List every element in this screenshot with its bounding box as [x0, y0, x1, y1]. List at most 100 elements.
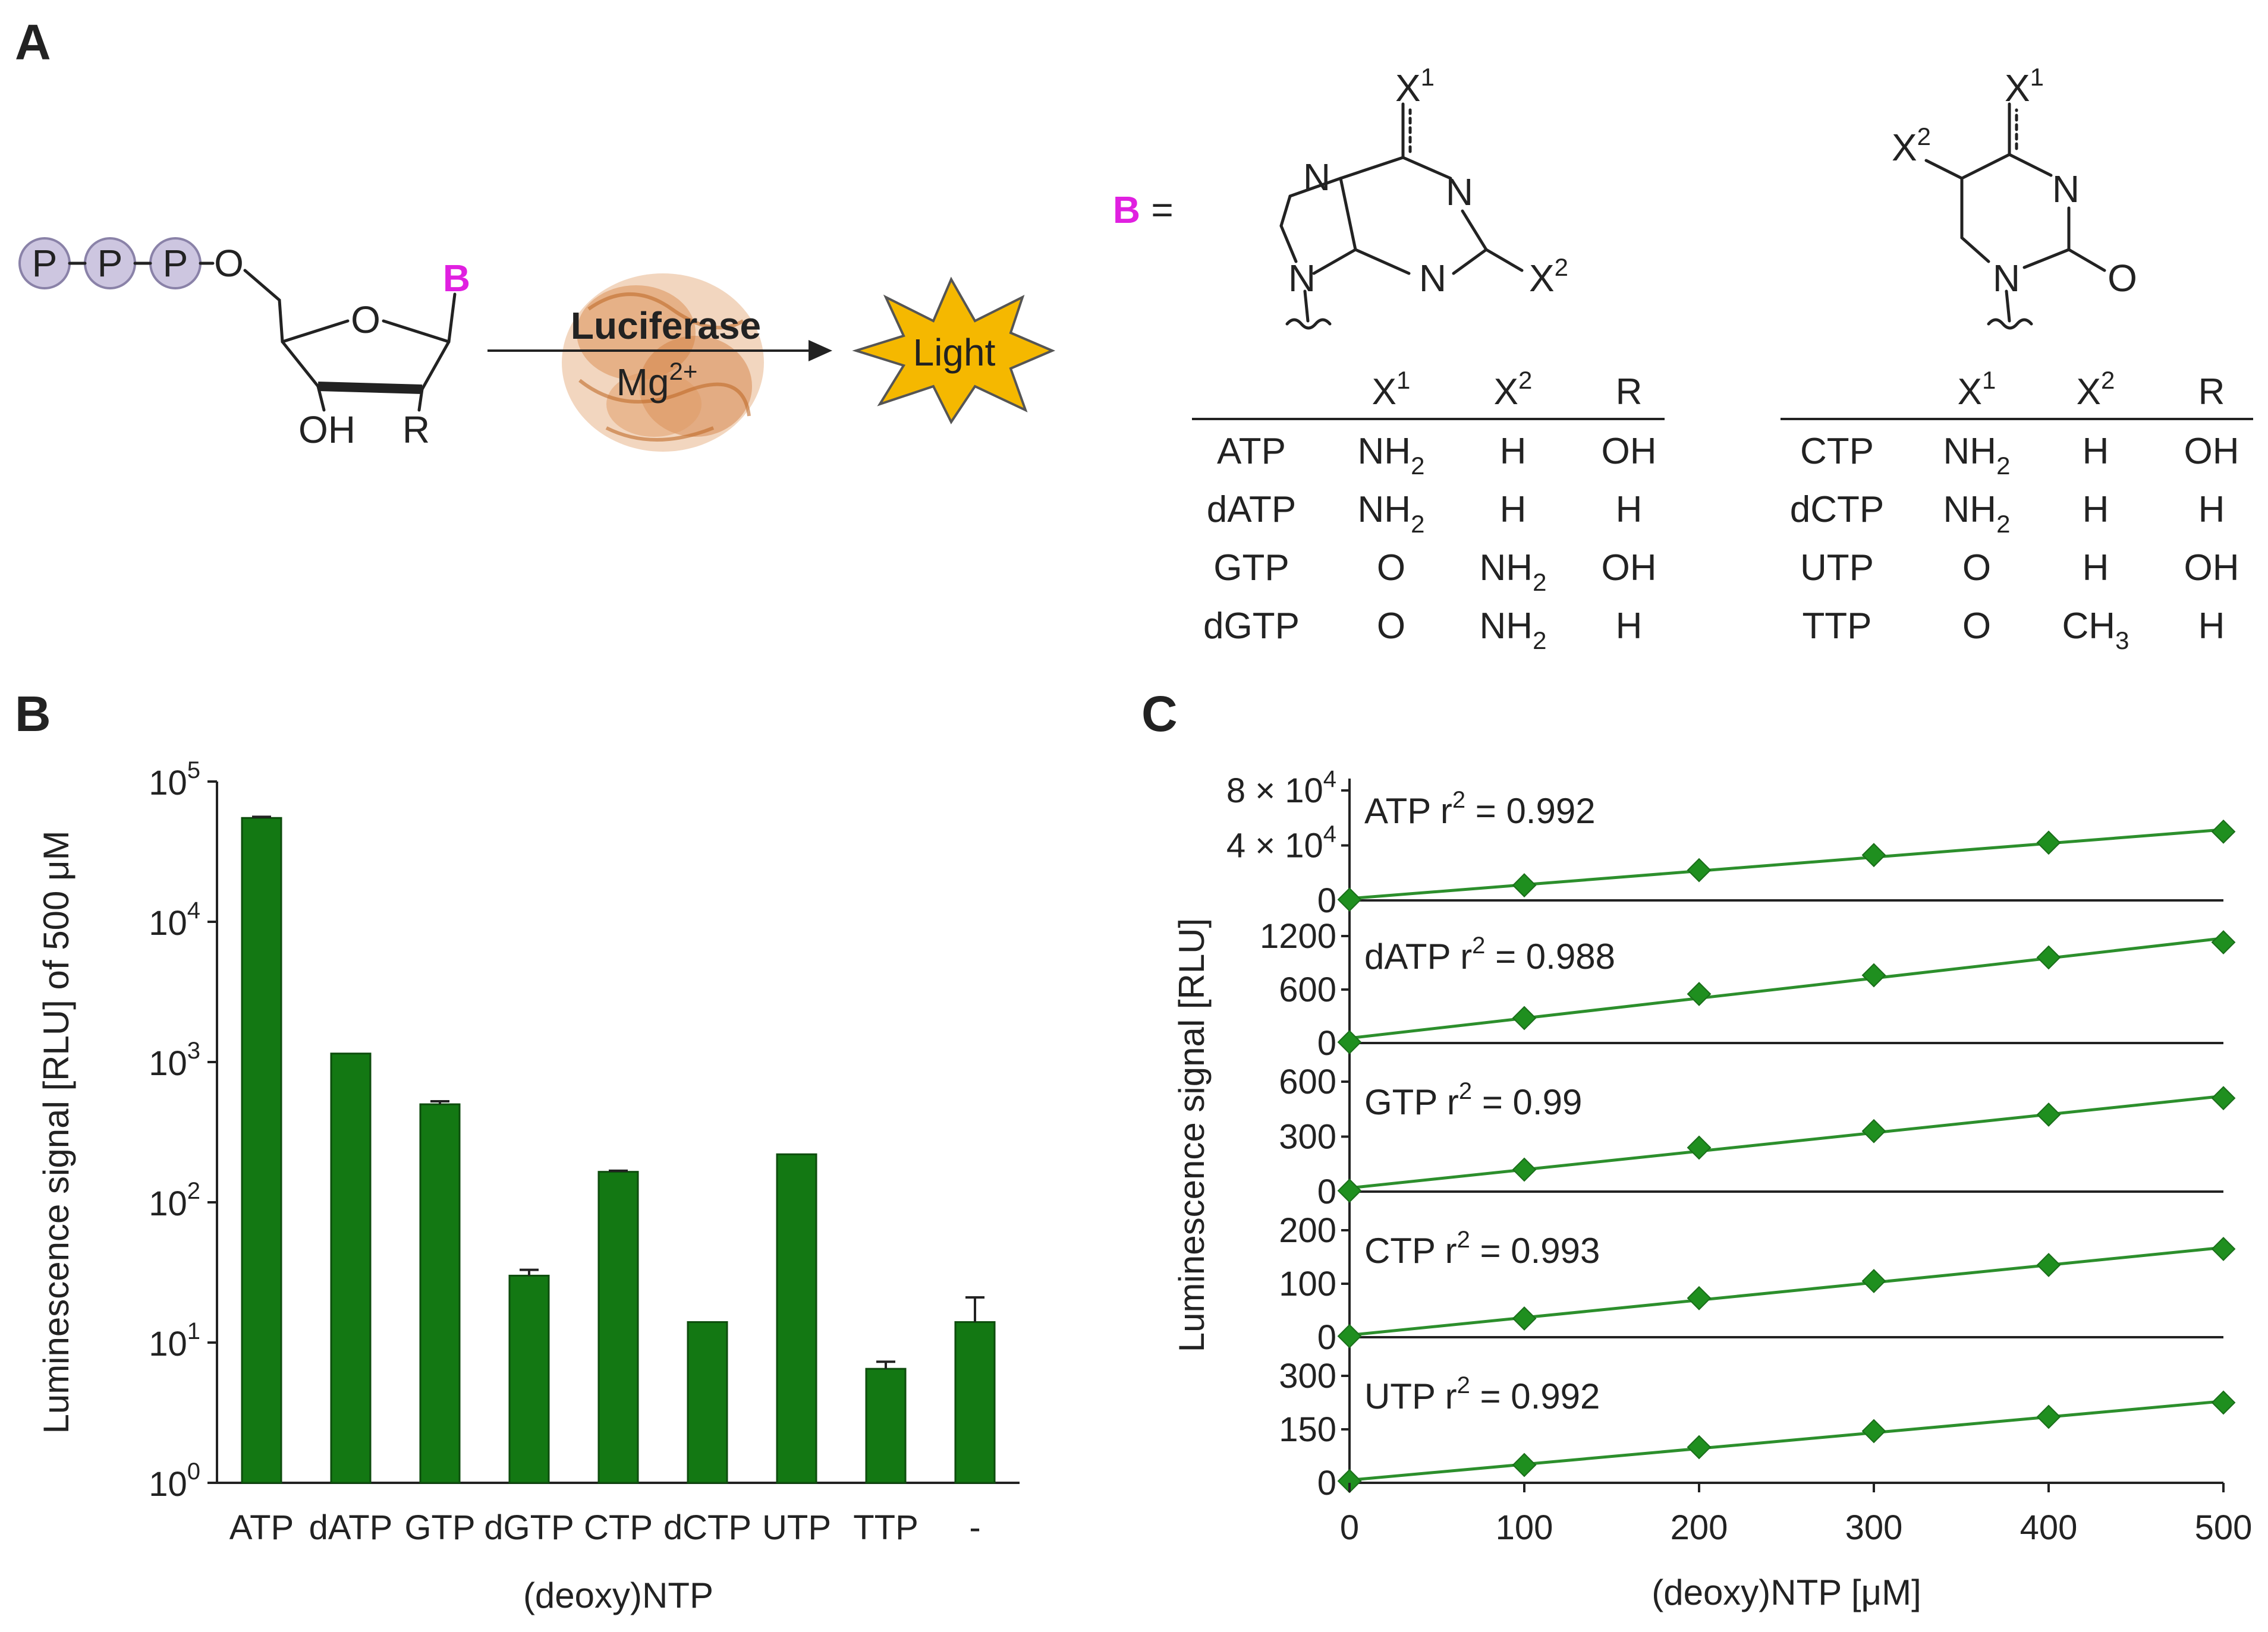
- c-point-CTP: [1512, 1306, 1537, 1331]
- table-cell: TTP: [1802, 606, 1871, 647]
- c-subplot-UTP: 0 150 300 UTP r2 = 0.992: [1279, 1357, 2236, 1502]
- b-bar-TTP: [865, 1368, 907, 1484]
- b-x-tick-label: GTP: [404, 1508, 475, 1547]
- c-x-tick-label: 400: [2020, 1508, 2078, 1547]
- table-cell: CH3: [2062, 606, 2129, 654]
- b-x-tick-label: CTP: [584, 1508, 653, 1547]
- c3-c2-wedge: [317, 382, 423, 394]
- purine-bond-c2-n3: [1452, 248, 1488, 275]
- b-equals-sign: =: [1151, 188, 1173, 231]
- purine-bond-c8-n7: [1279, 194, 1292, 228]
- c-y-tick-label: 150: [1279, 1410, 1336, 1449]
- c-point-UTP: [1861, 1419, 1886, 1444]
- c-point-dATP: [2211, 930, 2236, 954]
- c-point-dATP: [2036, 945, 2061, 970]
- base-b-label: B: [443, 257, 470, 300]
- table-cell: UTP: [1800, 547, 1874, 588]
- enzyme-label: Luciferase: [571, 304, 761, 347]
- c-subplot-ATP: 0 4 × 104 8 × 104 ATP r2 = 0.992: [1226, 766, 2236, 920]
- c1-base-bond: [447, 292, 457, 344]
- c-point-CTP: [1687, 1286, 1712, 1310]
- b-bar-GTP: [419, 1103, 461, 1484]
- c-fit-line-CTP: [1349, 1246, 2224, 1337]
- c-y-tick-label: 600: [1279, 1063, 1336, 1101]
- b-x-tick-label: UTP: [762, 1508, 831, 1547]
- linker-oxygen: O: [214, 242, 244, 285]
- c-r2-label-ATP: ATP r2 = 0.992: [1364, 787, 1596, 831]
- table-header-3: R: [1616, 371, 1643, 412]
- b-y-axis-label: Luminescence signal [RLU] of 500 μM: [36, 830, 76, 1433]
- table-cell: NH2: [1480, 606, 1547, 654]
- table-cell: O: [1377, 606, 1405, 647]
- table-cell: H: [1616, 606, 1643, 647]
- table-header-1: X1: [1372, 366, 1411, 412]
- triphosphate-chain: P P P O: [18, 237, 244, 289]
- c-y-tick-label: 100: [1279, 1265, 1336, 1303]
- c2-r-bond: [417, 387, 424, 412]
- c-x-tick-label: 200: [1671, 1508, 1728, 1547]
- pyr-x2: X2: [1892, 122, 1931, 169]
- table-cell: ATP: [1217, 431, 1286, 472]
- c-point-ATP: [1861, 843, 1886, 868]
- purine-bond-n1-c2: [1461, 209, 1488, 251]
- c-point-UTP: [1512, 1453, 1537, 1477]
- panel-c-letter: C: [1141, 686, 1178, 742]
- table-cell: O: [1377, 547, 1405, 588]
- pyr-bond-n1-sugar: [2005, 289, 2011, 323]
- luciferase-enzyme-icon: [562, 273, 764, 452]
- table-cell: NH2: [1943, 431, 2011, 480]
- c-r2-label-dATP: dATP r2 = 0.988: [1364, 932, 1615, 976]
- table-cell: dGTP: [1203, 606, 1300, 647]
- c1-c2-bond: [420, 340, 451, 391]
- pyr-bond-c4-n3: [2008, 153, 2053, 177]
- table-cell: OH: [2184, 547, 2239, 588]
- pyr-n1: N: [1993, 257, 2020, 300]
- c-point-UTP: [2036, 1404, 2061, 1429]
- c-point-dATP: [1861, 963, 1886, 988]
- c-y-axis-label: Luminescence signal [RLU]: [1172, 918, 1212, 1352]
- purine-bond-n9-sugar: [1303, 289, 1310, 323]
- c-y-tick-label: 200: [1279, 1211, 1336, 1250]
- b-x-tick-label: -: [969, 1508, 980, 1547]
- reaction-arrowhead: [809, 340, 832, 361]
- c-point-GTP: [2211, 1086, 2236, 1111]
- ribose-ring: O OH R B: [243, 257, 470, 451]
- c-y-tick-label: 0: [1317, 881, 1336, 920]
- purine-bond-c6-n1: [1401, 156, 1452, 180]
- c-fit-line-GTP: [1349, 1094, 2224, 1190]
- table-header-1: X1: [1958, 366, 1996, 412]
- phosphate-1-label: P: [32, 242, 58, 285]
- c4-o-bond: [281, 319, 350, 344]
- ring-oxygen: O: [351, 298, 380, 341]
- purine-x2: X2: [1529, 253, 1568, 300]
- oh-label: OH: [298, 408, 356, 451]
- panel-a-letter: A: [15, 14, 51, 70]
- c-point-ATP: [1337, 887, 1362, 912]
- c-r2-label-UTP: UTP r2 = 0.992: [1364, 1372, 1600, 1416]
- c-fit-line-ATP: [1349, 828, 2224, 900]
- pyr-bond-c5-x2: [1924, 159, 1964, 180]
- b-x-tick-label: dATP: [309, 1508, 393, 1547]
- c-point-GTP: [1337, 1179, 1362, 1203]
- purine-n9: N: [1288, 257, 1316, 300]
- c-point-dATP: [1337, 1030, 1362, 1054]
- c-point-ATP: [1512, 873, 1537, 897]
- purine-bond-n9-c8: [1279, 224, 1298, 263]
- c-point-ATP: [2036, 830, 2061, 855]
- c-subplot-GTP: 0 300 600 GTP r2 = 0.99: [1279, 1063, 2236, 1211]
- light-burst-icon: [852, 276, 1056, 424]
- b-x-tick-label: TTP: [853, 1508, 918, 1547]
- b-bar-UTP: [776, 1153, 817, 1484]
- pyrimidine-wavy-attachment: [1987, 318, 2033, 330]
- table-cell: CTP: [1800, 431, 1874, 472]
- c-y-tick-label: 8 × 104: [1226, 766, 1336, 810]
- pyr-bond-c2-o: [2067, 248, 2106, 272]
- c-point-CTP: [2036, 1253, 2061, 1277]
- r-label: R: [402, 408, 430, 451]
- purine-bond-c2-x2: [1484, 248, 1524, 272]
- b-bar-dGTP: [508, 1274, 550, 1484]
- c-point-dATP: [1512, 1006, 1537, 1031]
- o-c1-bond: [382, 319, 451, 344]
